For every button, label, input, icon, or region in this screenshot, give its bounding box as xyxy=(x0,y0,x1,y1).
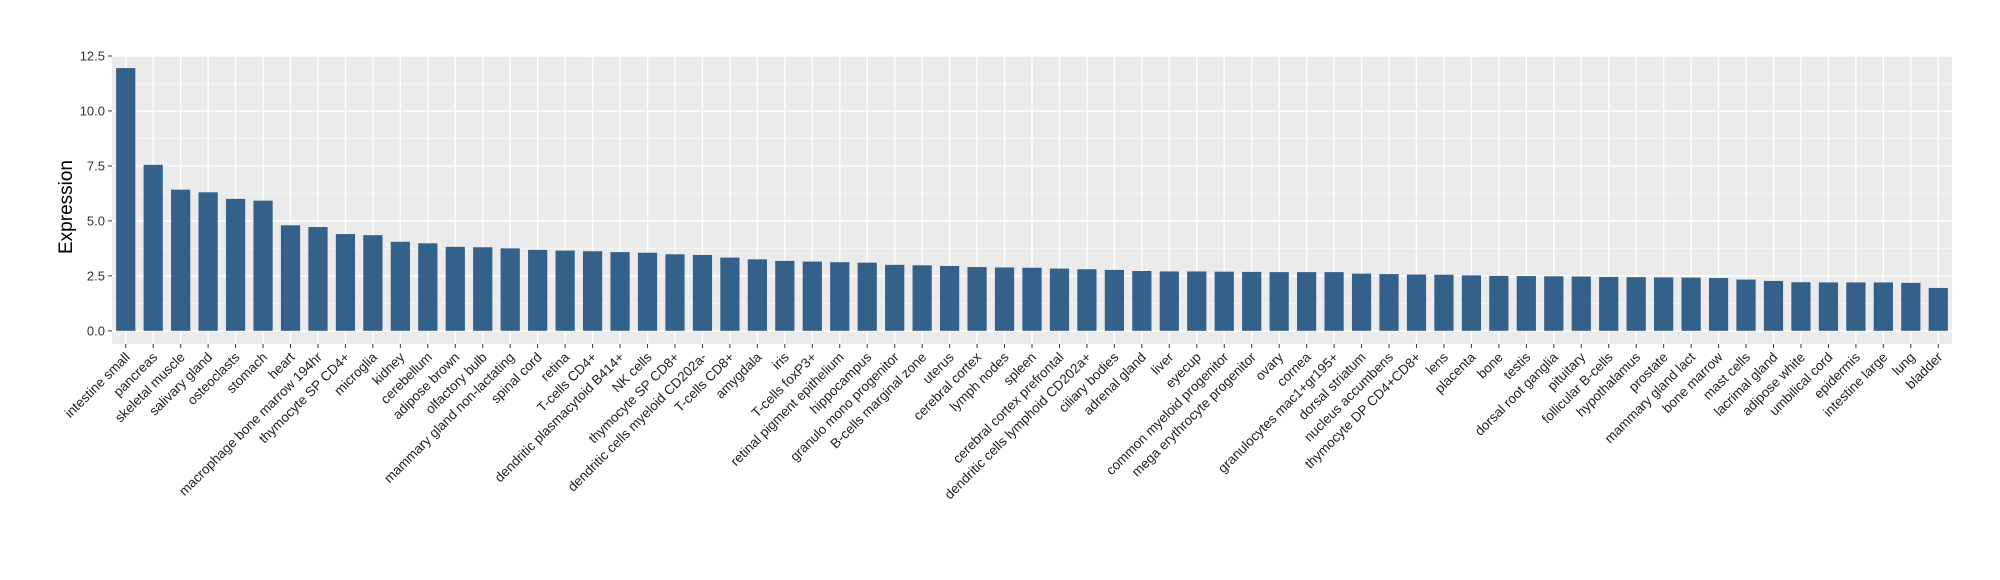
y-axis: 0.0 2.5 5.0 7.5 10.0 12.5 xyxy=(80,49,112,338)
bar xyxy=(967,267,987,331)
bar xyxy=(1049,268,1070,331)
bar xyxy=(1736,279,1756,331)
bar xyxy=(171,189,191,331)
bar xyxy=(1791,282,1811,331)
bar xyxy=(418,243,438,331)
bar xyxy=(1351,273,1372,331)
bar xyxy=(335,234,356,331)
bar xyxy=(1928,287,1948,331)
y-tick-label: 0.0 xyxy=(87,323,105,338)
y-tick-label: 5.0 xyxy=(87,213,105,228)
bar xyxy=(1077,269,1097,331)
bar xyxy=(1159,271,1179,331)
bar xyxy=(1626,277,1646,331)
bar xyxy=(1324,272,1344,331)
bar xyxy=(830,262,850,331)
bar xyxy=(1214,271,1234,331)
bar xyxy=(143,164,163,331)
bar xyxy=(225,198,246,331)
bar xyxy=(528,249,548,331)
bars xyxy=(116,68,1948,331)
bar xyxy=(1489,275,1509,331)
bar xyxy=(1132,271,1152,331)
bar xyxy=(637,252,658,331)
y-axis-title: Expression xyxy=(56,160,77,254)
bar xyxy=(1434,274,1454,331)
bar xyxy=(1242,271,1262,331)
y-tick-label: 2.5 xyxy=(87,268,105,283)
bar xyxy=(555,250,575,331)
bar xyxy=(940,265,960,331)
y-tick-label: 12.5 xyxy=(80,49,105,64)
bar xyxy=(582,251,603,331)
bar xyxy=(1901,282,1921,331)
bar xyxy=(1104,269,1124,331)
bar xyxy=(363,235,383,331)
bar xyxy=(1461,275,1482,331)
bar xyxy=(775,260,795,331)
bar xyxy=(1873,282,1893,331)
bar xyxy=(1818,282,1839,331)
bar xyxy=(857,262,877,331)
y-tick-label: 10.0 xyxy=(80,103,105,118)
bar xyxy=(692,254,713,331)
bar xyxy=(665,254,685,331)
bar xyxy=(1406,274,1427,331)
bar xyxy=(1269,272,1289,331)
bar xyxy=(1187,271,1207,331)
bar xyxy=(912,265,932,331)
bar xyxy=(1763,280,1784,331)
y-tick-label: 7.5 xyxy=(87,158,105,173)
bar xyxy=(1708,278,1729,331)
bar xyxy=(445,246,465,331)
bar xyxy=(1516,276,1536,331)
bar xyxy=(473,247,493,331)
bar xyxy=(802,261,822,331)
bar xyxy=(885,264,905,331)
bar xyxy=(253,200,273,331)
bar xyxy=(280,225,301,331)
bar xyxy=(500,248,520,331)
bar xyxy=(390,241,410,331)
bar xyxy=(610,252,630,331)
bar xyxy=(116,68,136,331)
bar xyxy=(1681,277,1701,331)
bar xyxy=(1022,267,1042,331)
bar xyxy=(1297,272,1317,331)
bar xyxy=(1599,276,1619,331)
bar xyxy=(1379,274,1399,331)
bar xyxy=(198,192,218,331)
bar xyxy=(1544,276,1564,331)
bar xyxy=(720,257,740,331)
bar xyxy=(1571,276,1591,331)
bar xyxy=(1846,282,1866,331)
x-tick-label: bone xyxy=(1474,350,1506,382)
bar xyxy=(994,267,1015,331)
bar xyxy=(1654,277,1674,331)
bar xyxy=(308,227,328,331)
bar xyxy=(747,259,767,331)
